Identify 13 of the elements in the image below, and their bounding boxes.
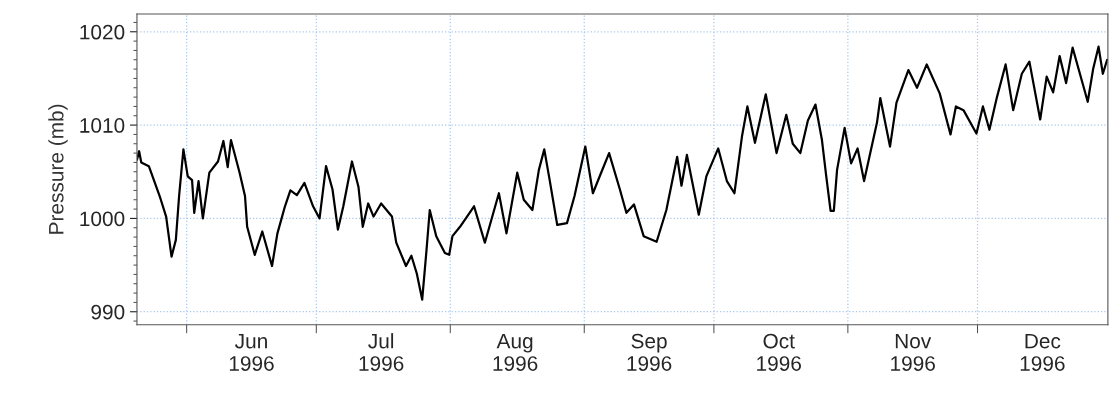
x-tick-label: Dec 1996 [1020, 333, 1065, 371]
line-series [136, 45, 1108, 301]
y-axis-title: Pressure (mb) [48, 104, 68, 234]
y-tick-label: 990 [91, 304, 125, 320]
y-tick-label: 1000 [80, 211, 125, 227]
x-tick-label: Aug 1996 [493, 333, 538, 371]
x-tick-label: Jul 1996 [359, 333, 404, 371]
x-tick-label: Nov 1996 [891, 333, 935, 371]
x-tick-label: Oct 1996 [757, 333, 801, 371]
y-tick-label: 1020 [80, 24, 125, 40]
x-tick-label: Sep 1996 [627, 333, 672, 371]
y-tick-label: 1010 [80, 118, 125, 133]
x-tick-label: Jun 1996 [229, 333, 274, 371]
